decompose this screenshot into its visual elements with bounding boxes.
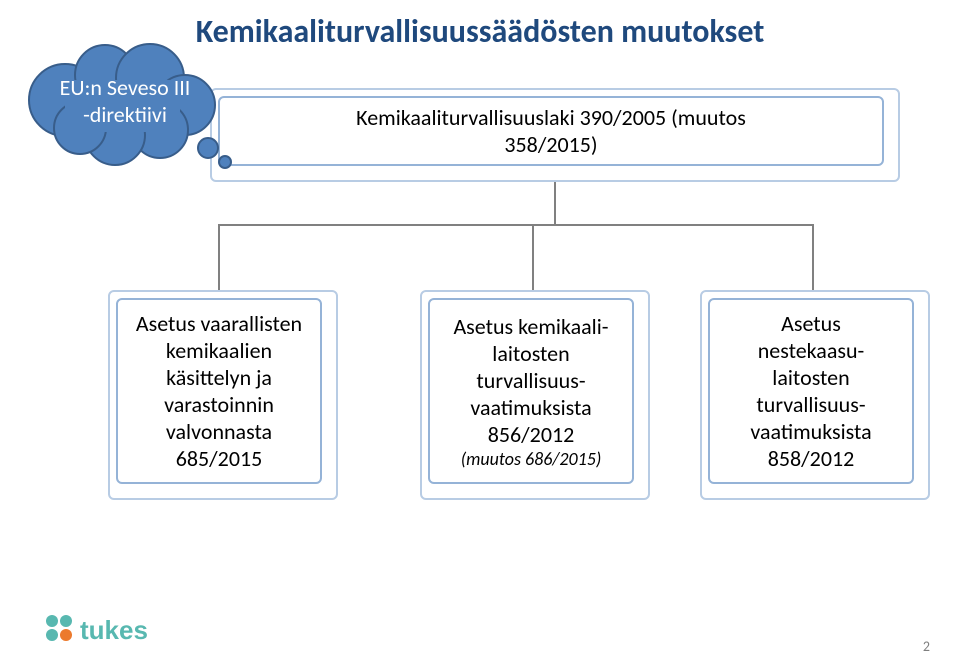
cloud-text: EU:n Seveso III -direktiivi <box>10 74 240 128</box>
txt: käsittelyn ja <box>126 364 312 391</box>
top-line2: 358/2015) <box>228 131 874 158</box>
svg-text:tukes: tukes <box>80 615 148 645</box>
logo-tukes: tukes <box>40 609 170 649</box>
child-node-3: Asetus nestekaasu- laitosten turvallisuu… <box>700 290 930 500</box>
txt: 858/2012 <box>718 445 904 472</box>
txt: valvonnasta <box>126 418 312 445</box>
muutos: (muutos 686/2015) <box>438 448 624 470</box>
cloud-callout: EU:n Seveso III -direktiivi <box>10 30 240 180</box>
txt: Asetus kemikaali- <box>438 313 624 340</box>
txt: 685/2015 <box>126 445 312 472</box>
txt: Asetus <box>718 310 904 337</box>
top-line1: Kemikaaliturvallisuuslaki 390/2005 (muut… <box>228 104 874 131</box>
txt: nestekaasu- <box>718 337 904 364</box>
cloud-line1: EU:n Seveso III <box>10 74 240 101</box>
connector <box>532 224 534 290</box>
page: Kemikaaliturvallisuussäädösten muutokset… <box>0 0 960 669</box>
child-node-2: Asetus kemikaali- laitosten turvallisuus… <box>420 290 650 500</box>
page-number: 2 <box>923 638 930 655</box>
child-node-1-inner: Asetus vaarallisten kemikaalien käsittel… <box>116 298 322 484</box>
txt: laitosten <box>438 340 624 367</box>
connector <box>554 182 556 224</box>
child-node-2-inner: Asetus kemikaali- laitosten turvallisuus… <box>428 298 634 484</box>
txt: vaatimuksista <box>718 418 904 445</box>
txt: kemikaalien <box>126 337 312 364</box>
connector <box>812 224 814 290</box>
top-node: Kemikaaliturvallisuuslaki 390/2005 (muut… <box>210 88 900 182</box>
txt: Asetus vaarallisten <box>126 310 312 337</box>
txt: turvallisuus- <box>438 367 624 394</box>
txt: varastoinnin <box>126 391 312 418</box>
txt: vaatimuksista <box>438 394 624 421</box>
connector <box>218 224 220 290</box>
txt: 856/2012 <box>438 421 624 448</box>
top-node-inner: Kemikaaliturvallisuuslaki 390/2005 (muut… <box>218 96 884 166</box>
txt: turvallisuus- <box>718 391 904 418</box>
connector <box>218 224 814 226</box>
child-node-1: Asetus vaarallisten kemikaalien käsittel… <box>108 290 338 500</box>
txt: laitosten <box>718 364 904 391</box>
cloud-line2: -direktiivi <box>10 101 240 128</box>
child-node-3-inner: Asetus nestekaasu- laitosten turvallisuu… <box>708 298 914 484</box>
